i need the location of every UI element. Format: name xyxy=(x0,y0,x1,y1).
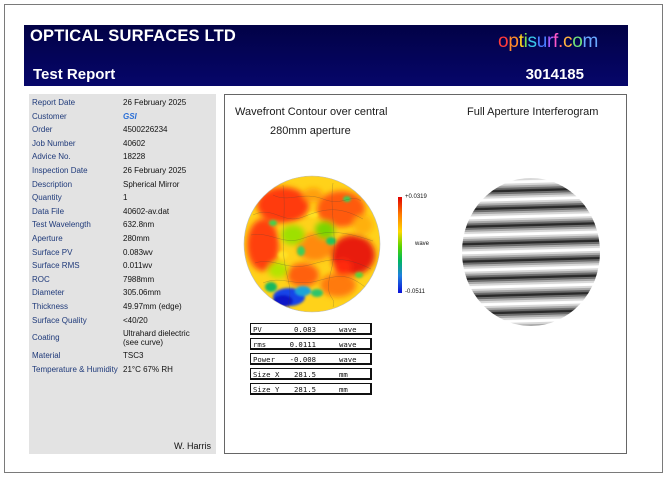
info-value-line2: (see curve) xyxy=(123,338,164,348)
stat-unit: wave xyxy=(339,340,357,349)
stat-unit: mm xyxy=(339,370,348,379)
stat-row: rms 0.0111 wave xyxy=(250,338,372,350)
info-value: 1 xyxy=(123,193,128,203)
stat-row: Size X 281.5 mm xyxy=(250,368,372,380)
brand-letter: f xyxy=(553,31,558,52)
interferogram-image xyxy=(462,178,600,326)
info-value: 0.011wv xyxy=(123,261,153,271)
info-label: Job Number xyxy=(32,138,76,148)
info-value: 40602-av.dat xyxy=(123,206,170,216)
brand-letter: i xyxy=(523,31,528,52)
brand-letter: r xyxy=(546,31,554,52)
statistics-table: PV 0.083 wave rms 0.0111 wave Power -0.008 wave S… xyxy=(250,323,372,398)
stat-label: PV xyxy=(253,325,262,334)
info-label: Description xyxy=(32,179,73,189)
info-value: 21°C 67% RH xyxy=(123,364,173,374)
info-value: 0.083wv xyxy=(123,247,153,257)
brand-letter: . xyxy=(558,31,563,52)
wavefront-title: Wavefront Contour over central xyxy=(235,106,388,118)
info-label: Quantity xyxy=(32,193,62,203)
brand-letter: u xyxy=(536,31,548,52)
brand-letter: p xyxy=(508,31,519,52)
info-panel: Report Date 26 February 2025 Customer GSI Or… xyxy=(29,94,216,454)
stat-unit: wave xyxy=(339,355,357,364)
info-value: 7988mm xyxy=(123,274,155,284)
colorbar xyxy=(398,197,402,293)
info-value: Spherical Mirror xyxy=(123,179,180,189)
brand-letter: o xyxy=(498,31,509,52)
info-label: Test Wavelength xyxy=(32,220,91,230)
info-label: Diameter xyxy=(32,288,65,298)
colorbar-unit-label: wave xyxy=(415,241,430,247)
stat-value: 281.5 xyxy=(294,385,316,394)
info-value: 26 February 2025 xyxy=(123,98,187,107)
info-value: Ultrahard dielectric xyxy=(123,329,190,339)
info-value: <40/20 xyxy=(123,315,148,325)
stat-unit: wave xyxy=(339,325,357,334)
info-value: 305.06mm xyxy=(123,288,161,298)
stat-row: Power -0.008 wave xyxy=(250,353,372,365)
info-label: Surface Quality xyxy=(32,315,87,325)
info-label: Aperture xyxy=(32,234,63,243)
brand-letter: c xyxy=(562,31,573,52)
info-label: Order xyxy=(32,125,53,135)
info-label: Temperature & Humidity xyxy=(32,364,118,374)
brand-letter: m xyxy=(582,31,598,52)
wavefront-contour-map xyxy=(243,175,381,313)
results-panel: Wavefront Contour over central 280mm ape… xyxy=(224,94,627,454)
stat-row: PV 0.083 wave xyxy=(250,323,372,335)
info-label: Material xyxy=(32,351,61,361)
wavefront-subtitle: 280mm aperture xyxy=(270,125,351,137)
stat-value: 281.5 xyxy=(294,370,316,379)
info-label: Thickness xyxy=(32,302,69,311)
report-number: 3014185 xyxy=(525,66,584,83)
company-name: OPTICAL SURFACES LTD xyxy=(30,27,236,45)
info-label: Inspection Date xyxy=(32,166,88,175)
info-label: Data File xyxy=(32,206,65,216)
info-value: 26 February 2025 xyxy=(123,166,187,175)
stat-label: Power xyxy=(253,355,275,364)
info-label: Surface RMS xyxy=(32,261,80,271)
stat-unit: mm xyxy=(339,385,348,394)
brand-letter: s xyxy=(527,31,538,52)
info-value: GSI xyxy=(123,111,137,121)
info-value: 49.97mm (edge) xyxy=(123,302,182,311)
info-label: Advice No. xyxy=(32,152,71,162)
header-banner: OPTICAL SURFACES LTD optisurf.com Test R… xyxy=(24,25,628,86)
stat-label: Size X xyxy=(253,370,280,379)
stat-value: -0.008 xyxy=(289,355,316,364)
brand-logo: optisurf.com xyxy=(498,31,598,53)
info-label: Customer xyxy=(32,111,67,121)
brand-letter: o xyxy=(572,31,583,52)
report-title: Test Report xyxy=(33,66,116,83)
info-value: 4500226234 xyxy=(123,125,168,135)
info-label: ROC xyxy=(32,274,50,284)
stat-label: rms xyxy=(253,340,267,349)
info-value: 40602 xyxy=(123,138,146,148)
stat-label: Size Y xyxy=(253,385,280,394)
colorbar-max-label: +0.0319 xyxy=(405,194,427,200)
stat-value: 0.083 xyxy=(294,325,316,334)
info-value: 18228 xyxy=(123,152,146,162)
colorbar-min-label: -0.0511 xyxy=(405,289,425,295)
info-value: TSC3 xyxy=(123,351,144,361)
stat-row: Size Y 281.5 mm xyxy=(250,383,372,395)
interferogram-title: Full Aperture Interferogram xyxy=(467,106,599,118)
info-value: 280mm xyxy=(123,234,150,243)
info-label: Report Date xyxy=(32,98,76,107)
info-value: 632.8nm xyxy=(123,220,155,230)
stat-value: 0.0111 xyxy=(289,340,316,349)
info-label: Coating xyxy=(32,333,60,343)
info-label: Surface PV xyxy=(32,247,73,257)
signature: W. Harris xyxy=(174,441,211,451)
brand-letter: t xyxy=(518,31,524,52)
